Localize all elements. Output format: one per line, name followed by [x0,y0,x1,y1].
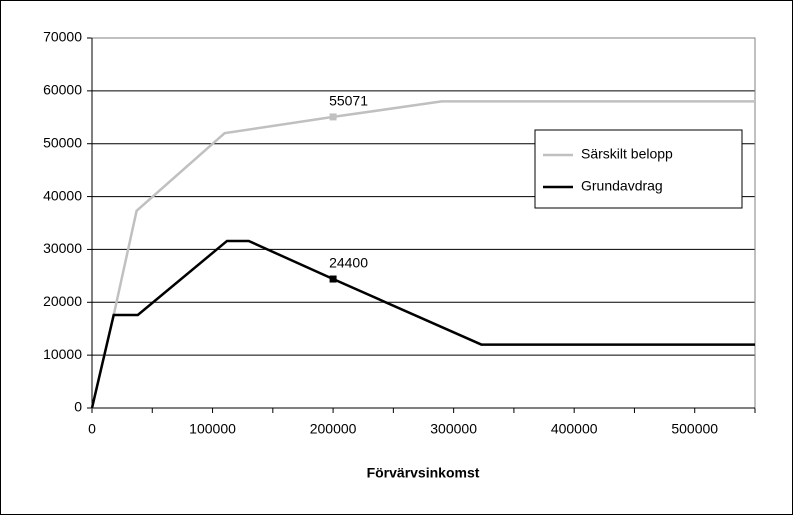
x-tick-label: 500000 [671,421,718,437]
y-tick-label: 20000 [43,293,82,309]
annotation-label: 55071 [329,93,368,109]
x-tick-label: 300000 [430,421,477,437]
annotation-marker [329,113,337,121]
y-tick-label: 30000 [43,240,82,256]
y-tick-label: 70000 [43,29,82,45]
legend-label: Särskilt belopp [581,146,673,162]
x-tick-label: 100000 [189,421,236,437]
x-tick-label: 200000 [310,421,357,437]
y-tick-label: 40000 [43,187,82,203]
legend-label: Grundavdrag [581,178,663,194]
x-tick-label: 400000 [551,421,598,437]
annotation-label: 24400 [329,255,368,271]
annotation-marker [329,275,337,283]
y-tick-label: 50000 [43,134,82,150]
x-tick-label: 0 [88,421,96,437]
series-line [90,239,755,409]
y-tick-label: 10000 [43,346,82,362]
legend-box [534,129,743,209]
x-axis-label: Förvärvsinkomst [367,465,480,481]
y-tick-label: 60000 [43,82,82,98]
y-tick-label: 0 [74,399,82,415]
